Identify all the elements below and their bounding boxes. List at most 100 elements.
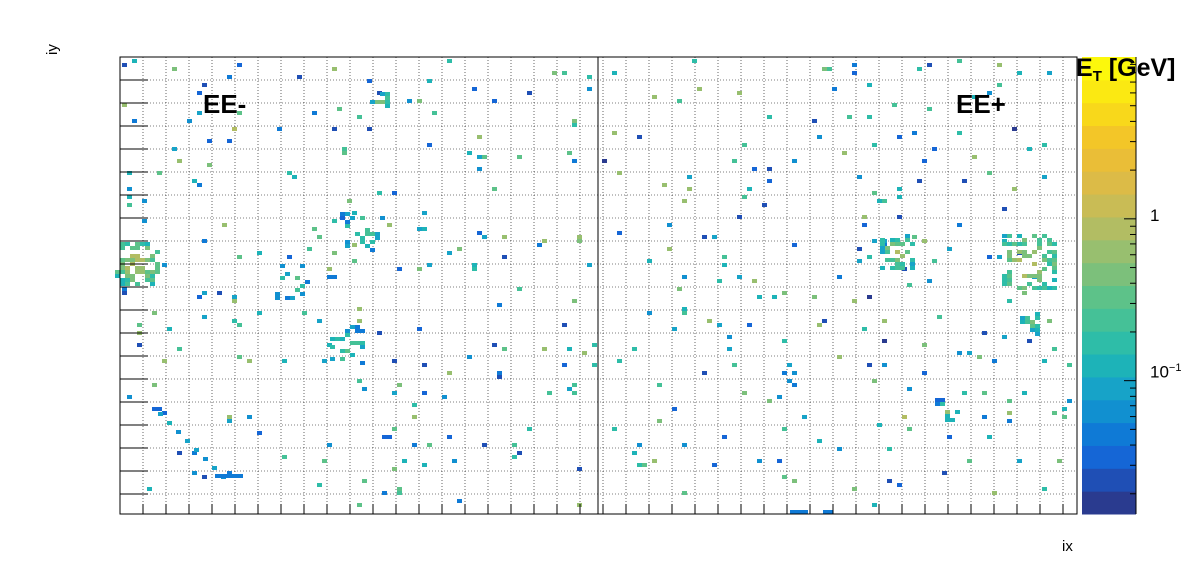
heatmap-cell	[472, 87, 477, 91]
heatmap-cell	[132, 119, 137, 123]
heatmap-cell	[935, 402, 940, 406]
heatmap-cell	[977, 355, 982, 359]
heatmap-cell	[357, 319, 362, 323]
colorbar-tick-exp: −1	[1168, 362, 1182, 374]
heatmap-cell	[1052, 347, 1057, 351]
heatmap-cell	[1032, 274, 1037, 278]
heatmap-cell	[197, 183, 202, 187]
heatmap-cell	[547, 391, 552, 395]
heatmap-cell	[792, 383, 797, 387]
x-axis-title: ix	[1062, 538, 1073, 555]
heatmap-cell	[340, 349, 345, 353]
heatmap-cell	[1067, 363, 1072, 367]
heatmap-cell	[1037, 278, 1042, 282]
heatmap-cell	[125, 270, 130, 274]
heatmap-cell	[900, 266, 905, 270]
heatmap-cell	[135, 254, 140, 258]
heatmap-cell	[237, 355, 242, 359]
heatmap-cell	[330, 357, 335, 361]
heatmap-cell	[572, 299, 577, 303]
heatmap-cell	[747, 323, 752, 327]
heatmap-cell	[872, 239, 877, 243]
colorbar-segment	[1082, 468, 1136, 492]
heatmap-cell	[897, 135, 902, 139]
heatmap-cell	[167, 421, 172, 425]
heatmap-cell	[432, 111, 437, 115]
heatmap-cell	[232, 127, 237, 131]
heatmap-cell	[672, 407, 677, 411]
heatmap-cell	[322, 359, 327, 363]
heatmap-cell	[880, 238, 885, 242]
heatmap-cell	[207, 139, 212, 143]
heatmap-cell	[707, 319, 712, 323]
heatmap-cell	[895, 238, 900, 242]
heatmap-cell	[727, 347, 732, 351]
heatmap-cell	[380, 100, 385, 104]
heatmap-cell	[1035, 332, 1040, 336]
heatmap-cell	[417, 99, 422, 103]
heatmap-cell	[1025, 316, 1030, 320]
heatmap-cell	[203, 457, 208, 461]
heatmap-cell	[1042, 143, 1047, 147]
heatmap-cell	[130, 274, 135, 278]
heatmap-cell	[677, 287, 682, 291]
heatmap-cell	[152, 383, 157, 387]
heatmap-cell	[742, 143, 747, 147]
heatmap-cell	[360, 216, 365, 220]
heatmap-cell	[477, 135, 482, 139]
heatmap-cell	[227, 139, 232, 143]
heatmap-cell	[1047, 71, 1052, 75]
colorbar-segment	[1082, 79, 1136, 104]
heatmap-cell	[120, 282, 125, 286]
heatmap-cell	[922, 371, 927, 375]
heatmap-cell	[857, 247, 862, 251]
heatmap-cell	[177, 347, 182, 351]
heatmap-cell	[142, 199, 147, 203]
heatmap-cell	[140, 266, 145, 270]
heatmap-cell	[950, 418, 955, 422]
heatmap-cell	[162, 263, 167, 267]
heatmap-cell	[657, 419, 662, 423]
colorbar-segment	[1082, 171, 1136, 195]
heatmap-cell	[737, 275, 742, 279]
heatmap-cell	[285, 296, 290, 300]
heatmap-cell	[332, 251, 337, 255]
heatmap-cell	[717, 323, 722, 327]
heatmap-cell	[305, 280, 310, 284]
heatmap-cell	[817, 135, 822, 139]
heatmap-cell	[682, 199, 687, 203]
heatmap-cell	[332, 219, 337, 223]
heatmap-cell	[852, 63, 857, 67]
heatmap-cells	[115, 59, 1072, 514]
colorbar-segment	[1082, 422, 1136, 446]
heatmap-cell	[782, 427, 787, 431]
heatmap-cell	[122, 291, 127, 295]
heatmap-cell	[327, 267, 332, 271]
heatmap-cell	[792, 479, 797, 483]
heatmap-cell	[282, 359, 287, 363]
heatmap-cell	[362, 387, 367, 391]
heatmap-cell	[997, 255, 1002, 259]
heatmap-cell	[377, 191, 382, 195]
heatmap-cell	[1030, 320, 1035, 324]
heatmap-cell	[687, 175, 692, 179]
heatmap-cell	[572, 123, 577, 127]
heatmap-cell	[1057, 459, 1062, 463]
heatmap-cell	[145, 242, 150, 246]
heatmap-cell	[905, 238, 910, 242]
heatmap-cell	[1002, 274, 1007, 278]
colorbar-segment	[1082, 354, 1136, 378]
colorbar-segment	[1082, 285, 1136, 309]
heatmap-cell	[1035, 328, 1040, 332]
heatmap-cell	[1002, 242, 1007, 246]
heatmap-cell	[1047, 242, 1052, 246]
heatmap-cell	[662, 183, 667, 187]
heatmap-cell	[682, 275, 687, 279]
heatmap-cell	[987, 91, 992, 95]
heatmap-cell	[582, 351, 587, 355]
heatmap-cell	[682, 307, 687, 311]
heatmap-cell	[1052, 258, 1057, 262]
heatmap-cell	[300, 264, 305, 268]
heatmap-cell	[652, 95, 657, 99]
